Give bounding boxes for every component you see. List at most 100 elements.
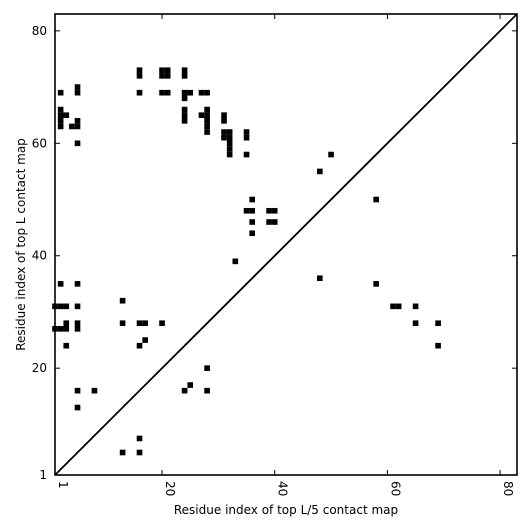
upper-contact-point bbox=[159, 73, 165, 79]
upper-contact-point bbox=[181, 73, 188, 79]
lower-contact-point bbox=[142, 320, 148, 327]
y-tick-label: 20 bbox=[32, 361, 47, 375]
x-tick-label: 60 bbox=[388, 481, 402, 496]
upper-contact-point bbox=[204, 112, 210, 118]
upper-contact-point bbox=[266, 219, 272, 225]
upper-contact-point bbox=[57, 89, 64, 96]
upper-contact-point bbox=[226, 134, 233, 141]
upper-contact-point bbox=[57, 112, 64, 118]
lower-contact-point bbox=[57, 281, 64, 287]
upper-contact-point bbox=[181, 95, 188, 102]
upper-contact-point bbox=[243, 151, 250, 158]
upper-contact-point bbox=[221, 112, 227, 118]
lower-contact-point bbox=[316, 275, 323, 282]
lower-contact-point bbox=[63, 303, 70, 310]
lower-contact-point bbox=[435, 320, 441, 327]
lower-contact-point bbox=[74, 404, 81, 411]
y-tick-label: 1 bbox=[39, 468, 47, 482]
upper-contact-point bbox=[243, 129, 250, 135]
upper-contact-point bbox=[69, 123, 75, 130]
lower-contact-point bbox=[63, 326, 70, 332]
y-tick-label: 60 bbox=[32, 136, 47, 150]
upper-contact-point bbox=[204, 89, 210, 96]
lower-contact-point bbox=[136, 342, 143, 349]
diagonal-line bbox=[54, 13, 518, 476]
upper-contact-point bbox=[232, 258, 239, 265]
upper-contact-point bbox=[181, 118, 188, 124]
upper-contact-point bbox=[164, 67, 171, 74]
y-tick-label: 40 bbox=[32, 249, 47, 263]
upper-contact-point bbox=[271, 207, 278, 214]
lower-contact-point bbox=[142, 337, 148, 343]
upper-contact-point bbox=[328, 151, 334, 158]
lower-contact-point bbox=[435, 342, 441, 349]
upper-contact-point bbox=[74, 140, 81, 147]
upper-contact-point bbox=[181, 106, 188, 113]
upper-contact-point bbox=[204, 118, 210, 124]
upper-contact-point bbox=[159, 67, 165, 74]
upper-contact-point bbox=[221, 134, 227, 141]
lower-contact-point bbox=[136, 449, 143, 456]
upper-contact-point bbox=[187, 89, 194, 96]
upper-contact-point bbox=[198, 89, 205, 96]
lower-contact-point bbox=[119, 320, 126, 327]
upper-contact-point bbox=[164, 73, 171, 79]
upper-contact-point bbox=[204, 123, 210, 130]
lower-contact-point bbox=[204, 365, 210, 371]
upper-contact-point bbox=[373, 196, 379, 203]
upper-contact-point bbox=[63, 112, 70, 118]
upper-contact-point bbox=[266, 207, 272, 214]
upper-contact-point bbox=[159, 89, 165, 96]
x-tick-label: 80 bbox=[501, 481, 515, 496]
upper-contact-point bbox=[74, 89, 81, 96]
upper-contact-point bbox=[226, 146, 233, 152]
upper-contact-point bbox=[204, 129, 210, 135]
upper-contact-point bbox=[316, 168, 323, 175]
lower-contact-point bbox=[181, 387, 188, 394]
lower-contact-point bbox=[187, 382, 194, 388]
y-axis-ticks: 1 20 40 60 80 bbox=[32, 24, 517, 482]
upper-contact-point bbox=[181, 89, 188, 96]
lower-contact-point bbox=[57, 303, 64, 310]
upper-contact-point bbox=[136, 67, 143, 74]
x-tick-label: 40 bbox=[276, 481, 290, 496]
upper-contact-point bbox=[136, 73, 143, 79]
lower-contact-point bbox=[74, 387, 81, 394]
upper-contact-point bbox=[57, 106, 64, 113]
upper-contact-point bbox=[57, 123, 64, 130]
upper-contact-point bbox=[243, 207, 250, 214]
upper-contact-point bbox=[249, 219, 256, 225]
upper-contact-point bbox=[164, 89, 171, 96]
y-tick-label: 80 bbox=[32, 24, 47, 38]
upper-contact-point bbox=[271, 219, 278, 225]
upper-contact-point bbox=[181, 112, 188, 118]
lower-contact-point bbox=[119, 297, 126, 304]
y-axis-label: Residue index of top L contact map bbox=[14, 138, 28, 351]
upper-contact-point bbox=[221, 118, 227, 124]
upper-contact-point bbox=[243, 134, 250, 141]
upper-contact-point bbox=[181, 67, 188, 74]
lower-contact-point bbox=[119, 449, 126, 456]
upper-contact-point bbox=[221, 129, 227, 135]
lower-contact-point bbox=[57, 326, 64, 332]
upper-contact-point bbox=[226, 151, 233, 158]
upper-contact-point bbox=[249, 230, 256, 237]
upper-contact-point bbox=[198, 112, 205, 118]
upper-contact-point bbox=[74, 84, 81, 90]
x-axis-label: Residue index of top L/5 contact map bbox=[174, 503, 398, 517]
upper-contact-point bbox=[204, 106, 210, 113]
lower-contact-point bbox=[74, 281, 81, 287]
lower-contact-point bbox=[412, 320, 419, 327]
lower-contact-point bbox=[136, 320, 143, 327]
lower-contact-point bbox=[390, 303, 396, 310]
x-tick-label: 1 bbox=[56, 481, 70, 489]
upper-contact-point bbox=[249, 196, 256, 203]
lower-contact-point bbox=[204, 387, 210, 394]
upper-contact-point bbox=[226, 140, 233, 147]
lower-contact-point bbox=[63, 320, 70, 327]
lower-contact-point bbox=[91, 387, 98, 394]
upper-contact-point bbox=[57, 118, 64, 124]
lower-contact-point bbox=[63, 342, 70, 349]
lower-contact-point bbox=[373, 281, 379, 287]
